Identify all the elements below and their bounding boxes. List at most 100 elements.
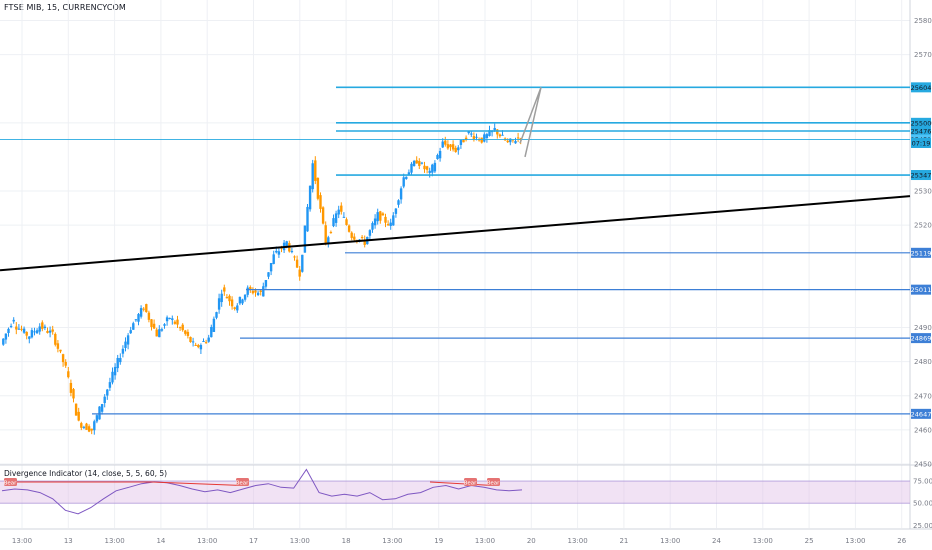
candle-body [30, 330, 34, 338]
projection-path [519, 87, 542, 158]
candle-body [35, 330, 39, 334]
candle-body [386, 224, 390, 226]
time-axis[interactable]: 13:00 13 13:00 14 13:00 17 13:00 18 13:00 19 13:00… [12, 537, 907, 545]
candle-body [509, 138, 512, 143]
candle-body [95, 415, 99, 422]
oscillator-tick-label: 25.00 [913, 522, 932, 530]
price-tick-label: 25300 [914, 188, 932, 196]
candle-body [85, 423, 88, 430]
candle-body [223, 287, 226, 292]
price-badge: 24647 [911, 410, 932, 418]
candle-body [28, 336, 31, 339]
candle-body [9, 325, 13, 328]
candle-body [46, 331, 49, 333]
candle-body [470, 133, 473, 135]
candle-body [496, 129, 499, 135]
symbol-title: FTSE MIB, 15, CURRENCYCOM [4, 3, 126, 12]
candle-body [241, 299, 244, 304]
candle-body [142, 308, 145, 310]
divergence-line [429, 481, 494, 486]
candle-body [74, 403, 78, 416]
candle-body [428, 170, 431, 173]
candle-body [106, 389, 109, 396]
candle-body [103, 396, 106, 404]
candle-body [308, 185, 312, 210]
candle-body [303, 225, 307, 253]
candle-body [152, 323, 156, 329]
candle-body [204, 342, 208, 344]
candle-body [420, 162, 424, 164]
bear-badge-text: Bear [464, 481, 478, 487]
price-tick-label: 24900 [914, 324, 932, 332]
candle-body [93, 421, 96, 431]
candle-body [87, 426, 91, 432]
candle-body [472, 136, 476, 140]
candle-body [160, 329, 164, 331]
price-tick-label: 25700 [914, 51, 932, 59]
candle-body [12, 319, 15, 322]
candle-body [371, 223, 374, 230]
time-tick-label: 13:00 [845, 537, 865, 545]
candle-body [405, 176, 408, 179]
candle-body [334, 213, 338, 223]
divergence-line [151, 481, 243, 486]
candle-body [511, 139, 515, 141]
candle-body [72, 389, 75, 399]
candle-body [207, 337, 210, 342]
candle-body [384, 216, 387, 223]
time-tick-label: 14 [156, 537, 165, 545]
candle-body [54, 333, 57, 345]
candle-body [316, 177, 320, 199]
price-badge: 25476 [911, 128, 932, 136]
candle-body [516, 137, 520, 139]
trendline-segment [0, 195, 911, 272]
countdown-badge: 07:19 [912, 140, 931, 148]
candle-body [197, 345, 200, 348]
price-axis[interactable]: 25800 25700 25500 25300 25200 24900 24800 24700… [913, 17, 932, 530]
candle-body [373, 218, 377, 226]
candle-body [415, 160, 418, 164]
candle-body [444, 140, 447, 145]
candle-body [368, 230, 372, 236]
price-badge-bg [911, 333, 931, 344]
candle-body [220, 293, 223, 303]
bear-badge-text: Bear [487, 481, 501, 487]
candle-body [358, 239, 361, 241]
candle-body [147, 312, 151, 320]
candle-body [236, 305, 239, 311]
candle-body [350, 232, 353, 238]
candle-body [124, 341, 127, 348]
candle-body [259, 290, 262, 292]
price-badge: 25500 [911, 119, 932, 127]
bear-badge [464, 478, 477, 486]
candle-body [111, 371, 114, 383]
candle-body [171, 318, 174, 321]
candle-body [353, 236, 356, 240]
candle-body [459, 140, 463, 145]
candle-body [376, 212, 379, 222]
candle-body [293, 256, 296, 258]
candle-body [155, 329, 158, 337]
candle-body [410, 163, 413, 173]
candle-body [238, 296, 242, 304]
price-badge-bg [911, 126, 931, 137]
candle-body [306, 206, 309, 232]
candle-body [290, 250, 294, 253]
candle-body [150, 319, 153, 327]
candle-body [457, 147, 460, 151]
candle-body [139, 308, 143, 317]
price-badge: 24869 [911, 335, 932, 343]
candle-body [64, 361, 67, 366]
candle-body [498, 134, 502, 137]
candle-body [332, 218, 335, 227]
candle-body [485, 134, 489, 139]
oscillator-tick-label: 75.00 [913, 478, 932, 486]
candle-body [67, 371, 70, 378]
candle-body [446, 144, 450, 149]
bear-badge [4, 478, 17, 486]
candle-body [394, 208, 398, 214]
candle-body [17, 328, 21, 330]
price-labels: 2560425500254762545125347251192501124869… [911, 82, 932, 419]
candle-body [254, 290, 257, 293]
